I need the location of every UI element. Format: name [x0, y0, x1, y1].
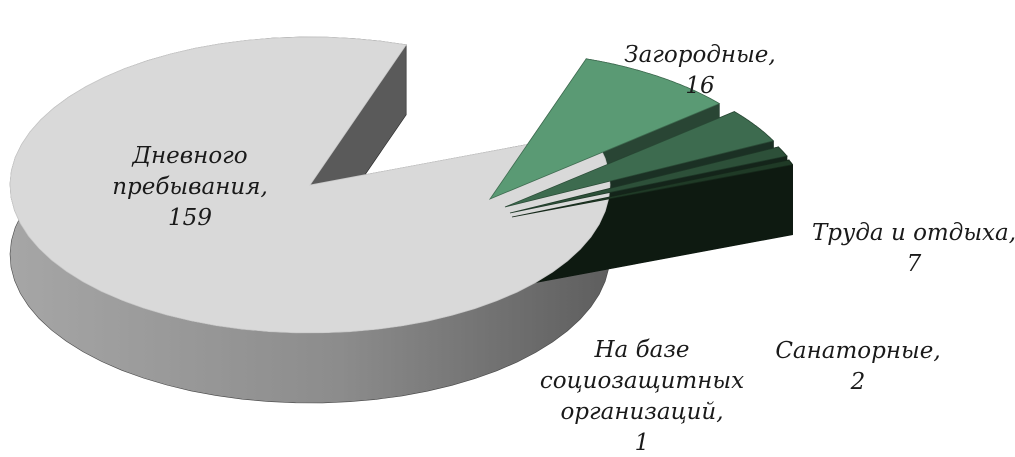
slice-label-line: социозащитных	[540, 368, 744, 394]
slice-label-line: Дневного	[131, 143, 247, 169]
slice-label-4: На базе социозащитных организаций, 1	[540, 337, 744, 456]
slice-4	[511, 159, 793, 218]
slice-label-2: Труда и отдыха, 7	[812, 220, 1015, 277]
slice-1	[488, 58, 721, 200]
slice-label-1: Загородные, 16	[624, 42, 775, 99]
slice-0	[9, 36, 611, 334]
slice-tops	[9, 36, 793, 334]
slice-3	[509, 146, 789, 214]
slice-label-3: Санаторные, 2	[775, 338, 940, 395]
slice-label-line: 16	[685, 73, 714, 99]
slice-label-0: Дневного пребывания, 159	[112, 143, 268, 231]
slice-label-line: Загородные,	[624, 42, 775, 68]
slice-label-line: 1	[635, 430, 650, 456]
slice-label-line: 159	[168, 205, 212, 231]
slice-label-line: 7	[907, 251, 922, 277]
slice-label-line: Труда и отдыха,	[812, 220, 1015, 246]
slice-label-line: 2	[850, 369, 866, 395]
slice-labels: Дневного пребывания, 159 Загородные, 16 Труда…	[112, 42, 1015, 456]
slice-label-line: организаций,	[560, 399, 723, 425]
slice-2	[504, 111, 775, 208]
slice-label-line: пребывания,	[112, 174, 268, 200]
slice-label-line: На базе	[594, 337, 690, 363]
slice-label-line: Санаторные,	[775, 338, 940, 364]
